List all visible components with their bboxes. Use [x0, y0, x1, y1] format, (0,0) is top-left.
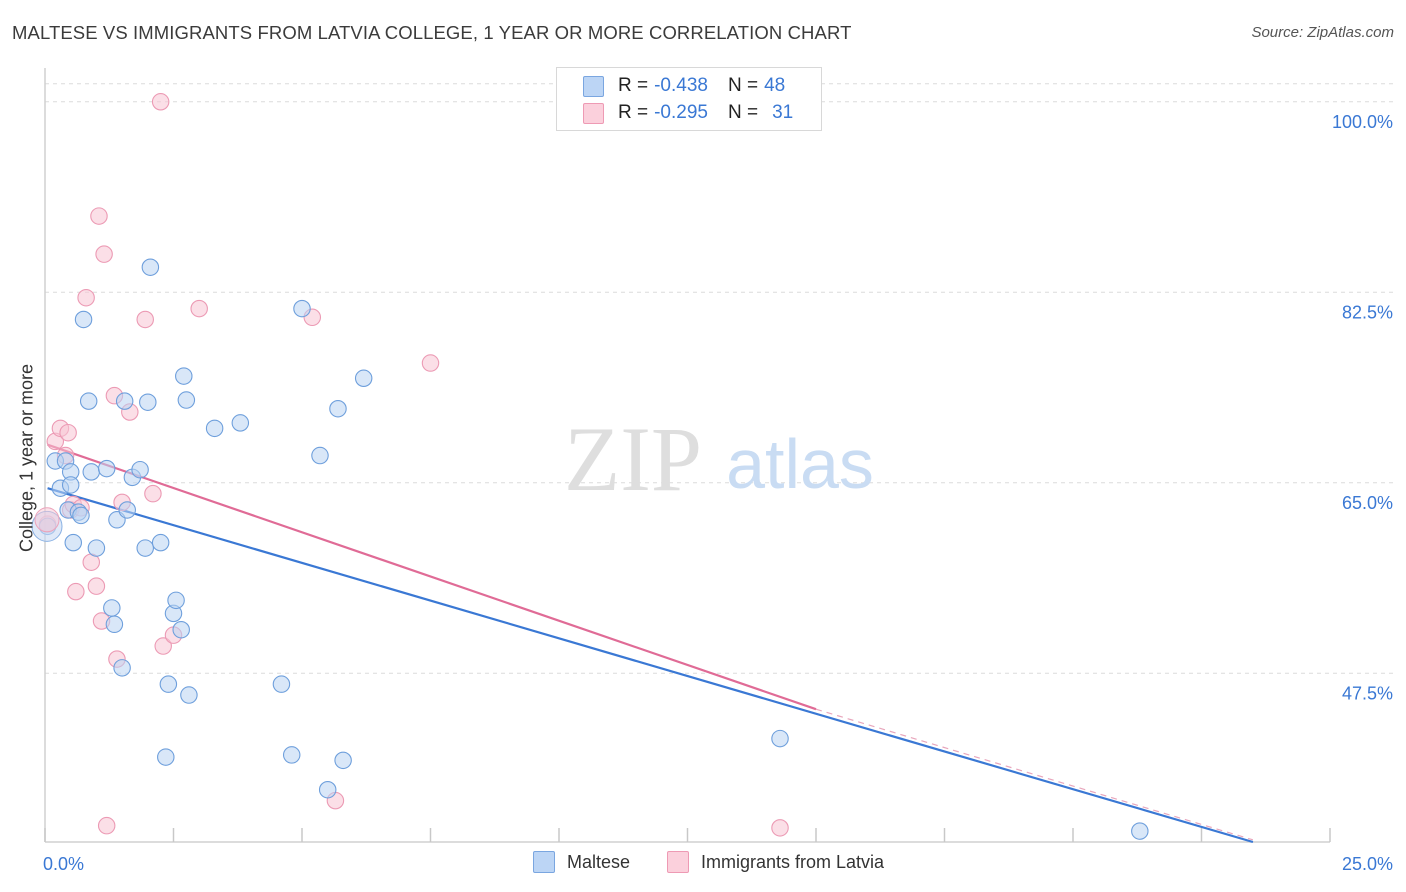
data-point-maltese — [1131, 822, 1149, 840]
data-point-latvia — [144, 484, 162, 503]
data-point-maltese — [87, 539, 106, 557]
data-point-maltese — [167, 591, 185, 610]
legend-swatch-latvia — [583, 102, 604, 124]
legend-label-maltese: Maltese — [567, 851, 631, 872]
data-point-maltese — [205, 419, 224, 438]
data-point-maltese — [175, 367, 193, 385]
tick-labels: 47.5% 65.0% 82.5% 100.0% 0.0% 25.0% — [43, 112, 1393, 874]
data-point-latvia — [421, 354, 440, 372]
data-point-maltese — [334, 751, 352, 770]
data-point-maltese — [115, 392, 134, 410]
data-point-maltese — [177, 391, 196, 409]
data-point-maltese — [139, 393, 157, 411]
data-point-maltese — [329, 399, 347, 418]
watermark-zip: ZIP — [564, 408, 702, 510]
legend-r-value: -0.438 — [654, 75, 708, 96]
data-point-latvia — [190, 299, 208, 318]
legend-n-value: 31 — [772, 102, 794, 123]
data-point-maltese — [61, 476, 80, 494]
trend-line-latvia-extension — [815, 708, 1254, 841]
data-point-maltese — [131, 460, 149, 479]
data-point-maltese — [113, 659, 131, 677]
data-point-maltese — [72, 506, 90, 525]
legend-row-maltese: R = -0.438 N = 48 — [557, 73, 785, 99]
data-point-maltese — [141, 258, 160, 276]
data-point-latvia — [771, 819, 789, 837]
watermark-atlas: atlas — [726, 425, 874, 503]
legend-swatch-latvia — [667, 851, 689, 873]
y-tick-label: 47.5% — [1342, 683, 1393, 703]
data-point-latvia — [77, 288, 95, 307]
x-tick-label: 25.0% — [1342, 854, 1393, 874]
data-point-maltese — [771, 729, 789, 748]
data-point-latvia — [87, 577, 106, 595]
legend-item-maltese: Maltese — [533, 851, 630, 873]
data-point-latvia — [34, 507, 60, 533]
gridlines — [45, 83, 1395, 674]
data-point-maltese — [97, 459, 116, 478]
correlation-legend: R = -0.438 N = 48 R = -0.295 N = 31 — [556, 67, 822, 131]
legend-item-latvia: Immigrants from Latvia — [667, 851, 884, 873]
data-point-maltese — [282, 746, 301, 764]
data-point-latvia — [59, 423, 77, 442]
data-point-maltese — [136, 539, 154, 557]
data-point-latvia — [90, 207, 108, 225]
legend-r-label: R = — [618, 102, 649, 123]
legend-r-value: -0.295 — [654, 102, 708, 123]
legend-row-latvia: R = -0.295 N = 31 — [557, 100, 793, 126]
legend-label-latvia: Immigrants from Latvia — [701, 851, 885, 872]
data-point-maltese — [293, 299, 311, 318]
axes — [44, 68, 1331, 843]
data-point-maltese — [79, 392, 98, 410]
data-point-maltese — [172, 620, 190, 639]
data-point-maltese — [231, 414, 250, 432]
legend-swatch-maltese — [583, 75, 604, 97]
legend-r-label: R = — [618, 75, 649, 96]
data-point-latvia — [95, 245, 113, 263]
data-point-maltese — [180, 686, 198, 704]
legend-swatch-maltese — [533, 851, 555, 873]
data-point-maltese — [82, 463, 101, 481]
y-axis-label: College, 1 year or more — [16, 363, 37, 553]
watermark: ZIP atlas — [564, 408, 874, 510]
series-legend: Maltese Immigrants from Latvia — [0, 851, 1406, 877]
data-point-latvia — [67, 582, 85, 601]
data-point-latvia — [97, 816, 116, 835]
chart-title: MALTESE VS IMMIGRANTS FROM LATVIA COLLEG… — [12, 22, 852, 43]
data-point-maltese — [354, 369, 373, 388]
legend-n-label: N = — [727, 102, 759, 123]
data-point-maltese — [272, 675, 291, 693]
data-point-maltese — [157, 748, 175, 766]
trend-lines — [47, 443, 1254, 844]
data-point-maltese — [105, 615, 124, 634]
data-point-maltese — [118, 501, 136, 519]
data-point-maltese — [159, 675, 178, 693]
source-label: Source: ZipAtlas.com — [1251, 24, 1394, 41]
data-point-latvia — [154, 637, 172, 655]
data-point-maltese — [74, 310, 93, 329]
x-tick-label: 0.0% — [43, 854, 84, 874]
trend-line-latvia — [47, 443, 817, 711]
trend-line-maltese — [47, 487, 1254, 844]
legend-n-label: N = — [727, 75, 759, 96]
data-point-maltese — [311, 446, 329, 465]
y-tick-label: 82.5% — [1342, 302, 1393, 322]
data-point-maltese — [103, 599, 121, 617]
data-points — [31, 93, 1149, 840]
legend-n-value: 48 — [764, 75, 786, 96]
data-point-latvia — [136, 310, 154, 329]
y-tick-label: 65.0% — [1342, 493, 1393, 513]
y-tick-label: 100.0% — [1332, 112, 1393, 132]
data-point-maltese — [151, 533, 170, 552]
data-point-maltese — [318, 780, 337, 799]
data-point-maltese — [64, 533, 83, 552]
data-point-latvia — [151, 93, 170, 111]
